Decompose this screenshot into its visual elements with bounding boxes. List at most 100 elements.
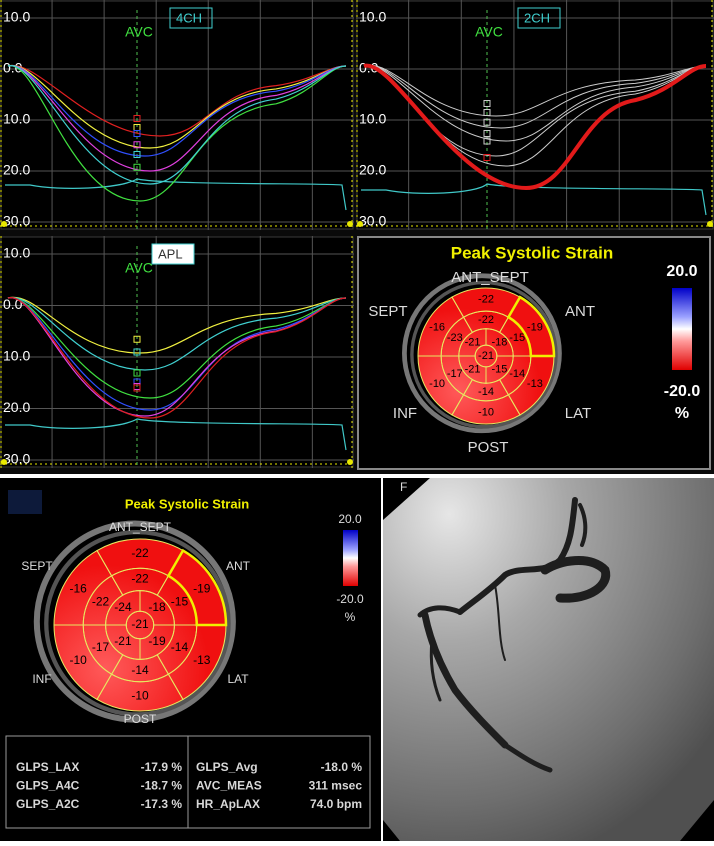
vessel (540, 556, 611, 603)
y-axis-label: 10.0 (359, 9, 386, 25)
corner-dot (357, 221, 363, 227)
avc-label: AVC (475, 24, 503, 40)
direction-label: ANT (226, 559, 251, 573)
y-axis-label: 10.0 (3, 111, 30, 127)
scale-min: -20.0 (664, 383, 701, 400)
angiogram-label: F (400, 480, 407, 494)
segment-value: -22 (92, 594, 110, 608)
avc-marker (133, 163, 141, 171)
strain-panel: 10.0 0.0 10.0 20.0 30.0 AVC 4CH (0, 0, 354, 230)
strain-curve (7, 64, 347, 137)
outer-ring (402, 273, 562, 434)
strain-curve (363, 65, 707, 142)
y-axis-label: 10.0 (359, 111, 386, 127)
corner-dot (347, 459, 353, 465)
bullseye-panel: Peak Systolic Strain-22-19-13-10-10-16-2… (357, 236, 711, 470)
scale-unit: % (345, 610, 356, 624)
segment-value: -22 (131, 546, 149, 560)
segment-value: -15 (509, 332, 525, 344)
strain-curve (7, 65, 347, 185)
segment-value: -16 (429, 322, 445, 334)
scale-unit: % (675, 405, 689, 422)
avc-label: AVC (125, 260, 153, 276)
segment-value: -18 (148, 600, 166, 614)
global-strain-table: GLPS_LAX -17.9 % GLPS_Avg -18.0 % GLPS_A4C -1… (16, 760, 362, 811)
avc-marker (483, 100, 491, 107)
color-scale (672, 288, 692, 370)
table-cell: -18.7 % (141, 779, 183, 793)
vessel (417, 605, 463, 618)
bullseye-disc (418, 288, 554, 424)
avc-marker (133, 141, 141, 149)
segment-value: -14 (478, 386, 494, 398)
y-axis-label: 20.0 (3, 399, 30, 415)
direction-label: SEPT (368, 303, 407, 320)
bullseye-title: Peak Systolic Strain (125, 496, 249, 511)
strain-curve (7, 296, 347, 354)
highlighted-segment (506, 295, 556, 358)
segment-value: -15 (171, 594, 189, 608)
segment-value: -13 (193, 653, 211, 667)
table-cell: 74.0 bpm (310, 797, 362, 811)
table-cell: -17.9 % (141, 760, 183, 774)
y-axis-label: 10.0 (3, 348, 30, 364)
strain-curve (7, 296, 347, 371)
avc-marker (483, 154, 491, 161)
avc-marker (133, 130, 141, 137)
strain-curve (363, 64, 707, 117)
table-cell: AVC_MEAS (196, 779, 262, 793)
strain-curve (363, 63, 707, 191)
bullseye-disc (54, 539, 226, 711)
segment-value: -14 (171, 640, 189, 654)
segment-value: -18 (492, 336, 508, 348)
table-cell: GLPS_LAX (16, 760, 79, 774)
scale-max: 20.0 (666, 263, 697, 280)
direction-label: POST (468, 439, 509, 456)
strain-curve (7, 297, 347, 419)
direction-label: INF (32, 672, 51, 686)
segment-value: -10 (70, 653, 88, 667)
segment-value: -22 (478, 293, 494, 305)
segment-value: -22 (478, 314, 494, 326)
y-axis-label: 20.0 (3, 162, 30, 178)
direction-label: LAT (565, 405, 591, 422)
table-cell: 311 msec (309, 779, 363, 793)
view-label: 2CH (524, 10, 550, 25)
table-cell: -18.0 % (321, 760, 363, 774)
apex-value: -21 (131, 617, 149, 631)
y-axis-label: 10.0 (3, 9, 30, 25)
view-box (169, 7, 213, 29)
outer-ring (44, 529, 231, 717)
angiogram-field (383, 478, 714, 841)
corner-dot (1, 459, 7, 465)
strain-curve (7, 65, 347, 149)
vessel (494, 584, 506, 661)
segment-value: -24 (114, 600, 132, 614)
y-axis-label: 20.0 (359, 162, 386, 178)
table-cell: GLPS_A4C (16, 779, 80, 793)
segment-value: -23 (447, 332, 463, 344)
table-cell: GLPS_Avg (196, 760, 258, 774)
segment-value: -15 (492, 363, 508, 375)
direction-label: ANT_SEPT (451, 269, 529, 286)
strain-curve (7, 65, 347, 172)
strain-curve (7, 65, 347, 157)
corner-dot (347, 221, 353, 227)
y-axis-label: 30.0 (3, 213, 30, 229)
view-box (151, 243, 195, 265)
corner-dot (707, 221, 713, 227)
outer-ring (33, 520, 236, 723)
segment-value: -14 (509, 368, 525, 380)
segment-value: -10 (131, 689, 149, 703)
corner-dot (1, 221, 7, 227)
vessel (502, 742, 553, 773)
segment-value: -13 (527, 378, 543, 390)
volume-trace (5, 178, 347, 211)
panel-frame (356, 0, 714, 230)
highlighted-segment (166, 548, 228, 627)
segment-value: -21 (465, 336, 481, 348)
direction-label: LAT (227, 672, 249, 686)
apex (474, 344, 498, 368)
